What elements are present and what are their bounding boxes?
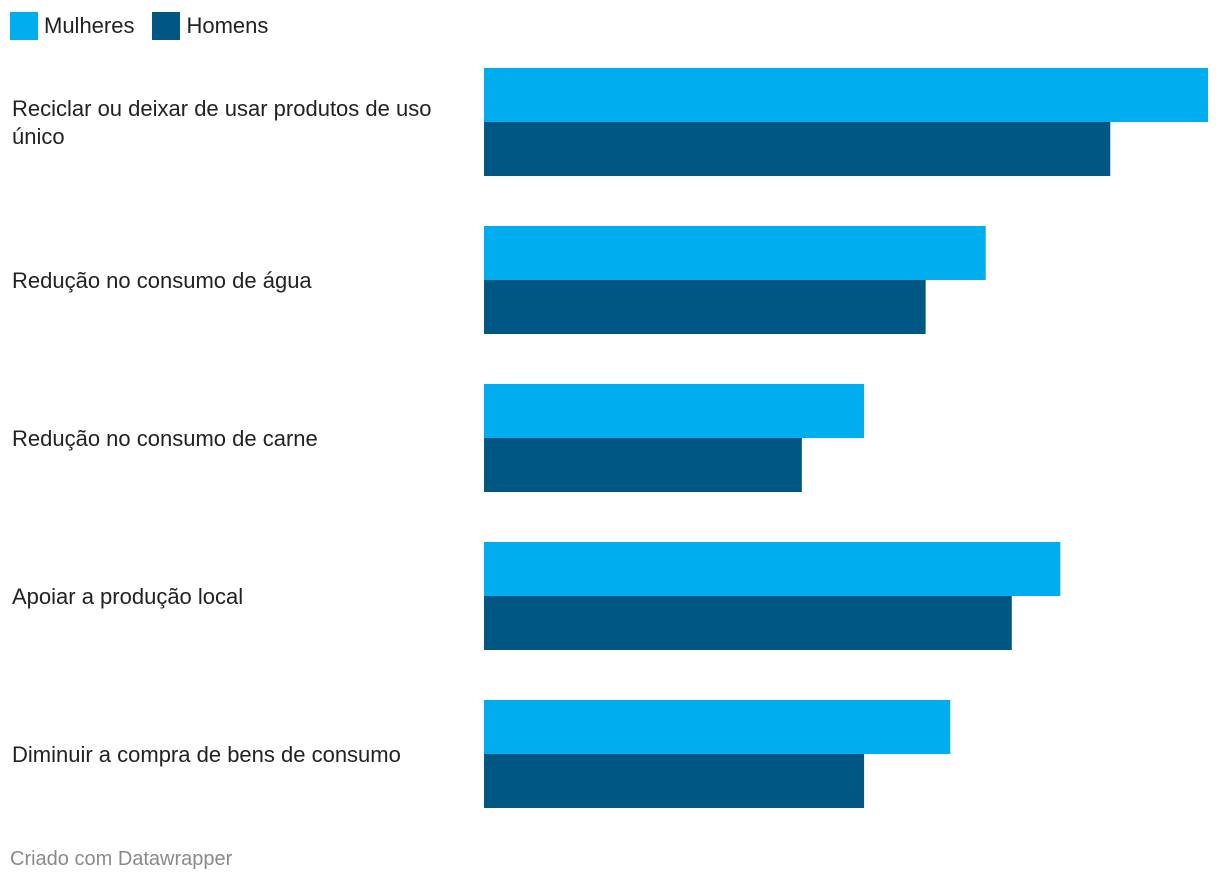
category-label-5: Diminuir a compra de bens de consumo [12, 742, 401, 767]
legend-swatch-homens [152, 12, 181, 40]
bar-mulheres-category-4 [484, 542, 1061, 596]
bar-mulheres-category-3 [484, 384, 865, 438]
bar-homens-category-3 [484, 438, 802, 492]
legend-item-homens: Homens [152, 12, 268, 40]
category-label-3: Redução no consumo de carne [12, 426, 318, 451]
footer-credit: Criado com Datawrapper [10, 848, 233, 870]
bar-mulheres-category-2 [484, 226, 986, 280]
legend-label-mulheres: Mulheres [44, 13, 135, 38]
category-label-4: Apoiar a produção local [12, 584, 243, 609]
bar-mulheres-category-5 [484, 700, 951, 754]
category-label-2: Redução no consumo de água [12, 268, 312, 293]
legend: Mulheres Homens [10, 12, 268, 40]
bar-homens-category-2 [484, 280, 926, 334]
bar-homens-category-4 [484, 596, 1012, 650]
bar-mulheres-category-1 [484, 68, 1208, 122]
category-label-1: Reciclar ou deixar de usar produtos de u… [12, 96, 431, 149]
legend-label-homens: Homens [186, 13, 269, 38]
bar-homens-category-5 [484, 754, 865, 808]
bar-homens-category-1 [484, 122, 1111, 176]
legend-item-mulheres: Mulheres [10, 12, 134, 40]
legend-swatch-mulheres [10, 12, 38, 40]
bar-chart: Reciclar ou deixar de usar produtos de u… [12, 68, 1208, 808]
